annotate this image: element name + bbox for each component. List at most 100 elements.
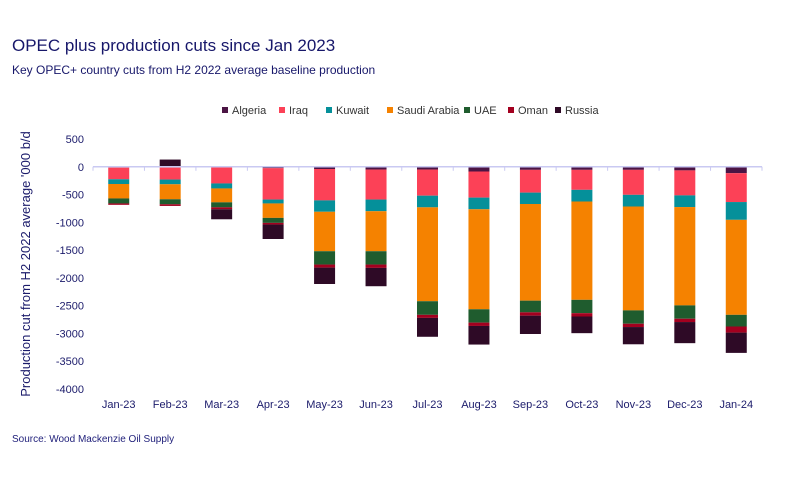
bar-uae: [622, 310, 644, 324]
bar-saudi-arabia: [159, 184, 181, 200]
bar-algeria: [417, 166, 438, 170]
bar-oman: [262, 222, 284, 225]
bars: [108, 159, 747, 353]
bar-kuwait: [365, 199, 387, 212]
chart-title: OPEC plus production cuts since Jan 2023: [12, 36, 336, 55]
bar-iraq: [674, 170, 696, 196]
bar-russia: [211, 209, 233, 220]
y-axis-label: Production cut from H2 2022 average '000…: [18, 131, 33, 397]
x-tick-label: Mar-23: [204, 399, 239, 411]
legend-marker: [508, 107, 514, 113]
bar-saudi-arabia: [674, 207, 696, 306]
y-tick-label: -3000: [56, 328, 84, 340]
bar-kuwait: [314, 200, 336, 212]
bar-kuwait: [211, 183, 233, 189]
y-tick-label: -500: [62, 190, 84, 202]
bar-oman: [571, 313, 593, 317]
bar-saudi-arabia: [417, 207, 438, 302]
bar-iraq: [314, 169, 336, 201]
x-tick-label: Nov-23: [616, 399, 651, 411]
legend: Algeria Iraq Kuwait Saudi Arabia UAE Oman Russ…: [222, 105, 600, 117]
bar-russia: [622, 327, 644, 345]
bar-uae: [211, 202, 233, 208]
bar-saudi-arabia: [468, 209, 490, 310]
bar-oman: [417, 314, 438, 318]
bar-iraq: [571, 169, 593, 190]
bar-uae: [725, 314, 747, 327]
x-tick-label: Aug-23: [461, 399, 496, 411]
bar-uae: [108, 198, 130, 204]
x-tick-label: Apr-23: [257, 399, 290, 411]
bar-russia: [262, 224, 284, 239]
legend-label: Kuwait: [336, 105, 369, 117]
bar-russia: [417, 317, 438, 337]
bar-kuwait: [725, 202, 747, 220]
bar-saudi-arabia: [725, 219, 747, 315]
legend-marker: [555, 107, 561, 113]
x-tick-label: Jun-23: [359, 399, 393, 411]
bar-oman: [314, 264, 336, 268]
bar-kuwait: [262, 199, 284, 204]
y-tick-label: -3500: [56, 356, 84, 368]
bar-algeria: [725, 166, 747, 174]
x-tick-label: Jan-24: [719, 399, 753, 411]
bar-oman: [519, 312, 541, 316]
bar-uae: [314, 251, 336, 265]
bar-kuwait: [159, 179, 181, 185]
bar-uae: [571, 299, 593, 314]
y-tick-label: -4000: [56, 384, 84, 396]
bar-algeria: [314, 166, 336, 169]
bar-uae: [674, 305, 696, 319]
legend-label: Oman: [518, 105, 548, 117]
bar-iraq: [417, 169, 438, 196]
bar-uae: [519, 300, 541, 313]
legend-label: UAE: [474, 105, 497, 117]
y-tick-label: 0: [78, 162, 84, 174]
bar-iraq: [725, 173, 747, 203]
bar-russia: [674, 322, 696, 344]
chart-subtitle: Key OPEC+ country cuts from H2 2022 aver…: [12, 63, 376, 77]
y-tick-label: -2500: [56, 301, 84, 313]
legend-label: Algeria: [232, 105, 267, 117]
bar-russia: [314, 267, 336, 284]
bar-saudi-arabia: [211, 188, 233, 203]
bar-algeria: [622, 166, 644, 170]
bar-iraq: [622, 169, 644, 195]
x-tick-label: May-23: [306, 399, 343, 411]
bar-iraq: [211, 166, 233, 184]
bar-kuwait: [468, 197, 490, 210]
bar-oman: [365, 264, 387, 268]
bar-russia: [365, 267, 387, 287]
legend-marker: [387, 107, 393, 113]
bar-iraq: [365, 169, 387, 200]
bar-uae: [159, 199, 181, 205]
x-tick-label: Sep-23: [513, 399, 548, 411]
bar-oman: [468, 322, 490, 326]
bar-kuwait: [108, 179, 130, 184]
bar-kuwait: [519, 192, 541, 204]
bar-oman: [211, 207, 233, 210]
bar-iraq: [468, 171, 490, 198]
y-tick-label: -1000: [56, 217, 84, 229]
legend-marker: [222, 107, 228, 113]
axes: 500 0 -500 -1000 -1500 -2000 -2500 -3000 -3500 -4…: [56, 134, 763, 411]
bar-saudi-arabia: [314, 211, 336, 252]
bar-saudi-arabia: [108, 184, 130, 199]
bar-saudi-arabia: [622, 206, 644, 311]
bar-algeria: [468, 166, 490, 172]
bar-russia: [725, 332, 747, 353]
bar-kuwait: [674, 195, 696, 208]
bar-saudi-arabia: [571, 201, 593, 300]
bar-russia: [519, 315, 541, 334]
source-note: Source: Wood Mackenzie Oil Supply: [12, 434, 175, 445]
bar-algeria: [571, 166, 593, 170]
bar-kuwait: [417, 195, 438, 208]
x-tick-label: Dec-23: [667, 399, 702, 411]
bar-algeria: [519, 166, 541, 170]
legend-marker: [326, 107, 332, 113]
x-tick-label: Feb-23: [153, 399, 188, 411]
bar-oman: [674, 318, 696, 323]
bar-iraq: [159, 167, 181, 180]
bar-oman: [622, 323, 644, 328]
